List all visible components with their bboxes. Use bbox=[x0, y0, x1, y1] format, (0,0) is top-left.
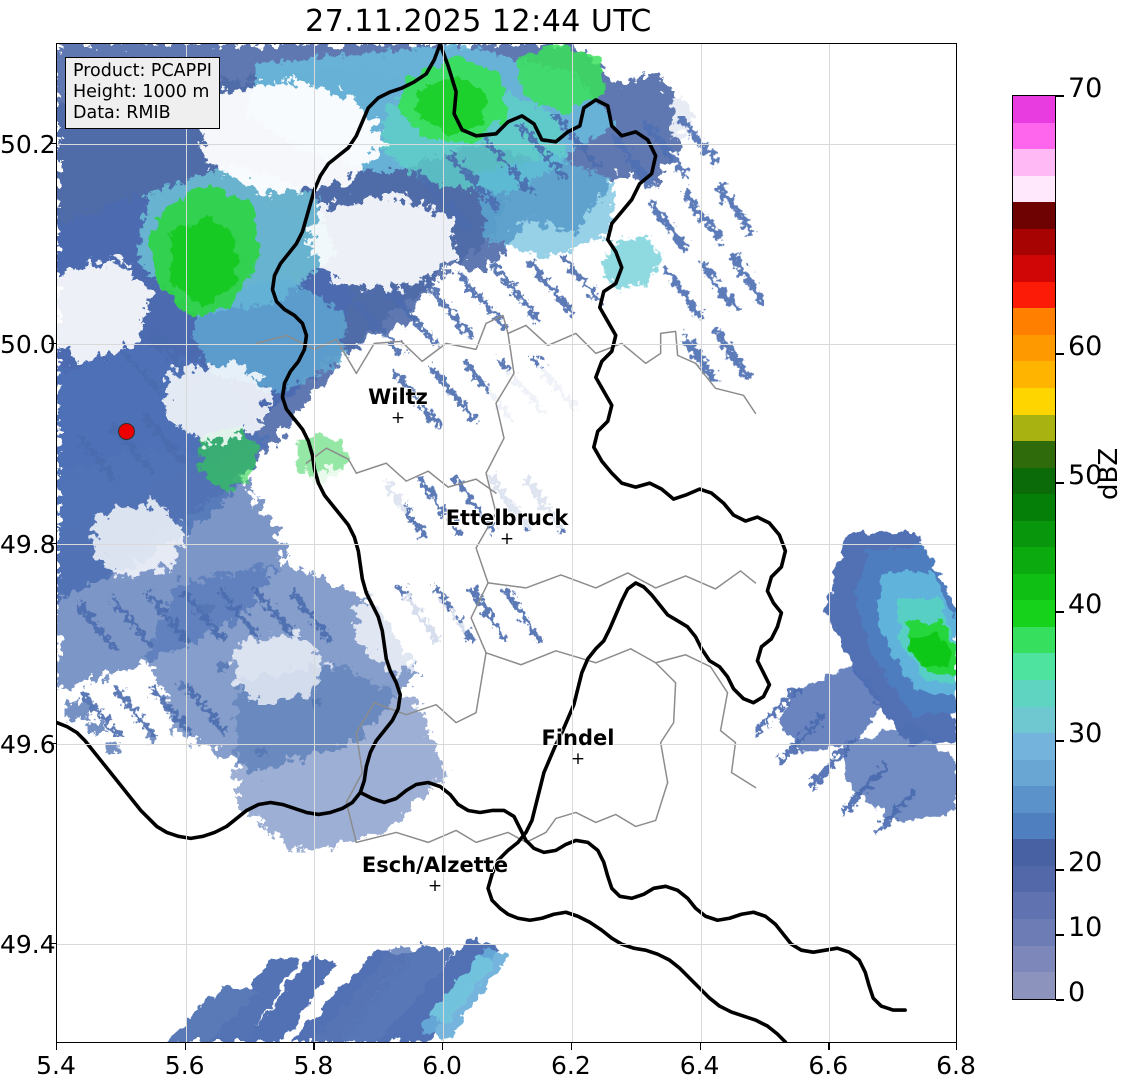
info-height: Height: 1000 m bbox=[73, 82, 210, 102]
gridline-lon-6.0 bbox=[443, 44, 445, 1042]
x-tick-label: 5.6 bbox=[164, 1051, 205, 1080]
y-tick-label: 49.6 bbox=[0, 730, 56, 759]
colorbar-band bbox=[1013, 96, 1055, 123]
city-marker-plus: + bbox=[499, 529, 515, 549]
colorbar-tick-30 bbox=[1056, 740, 1064, 742]
gridline-lon-6.4 bbox=[700, 44, 702, 1042]
colorbar-band bbox=[1013, 812, 1055, 840]
x-tick-label: 6.6 bbox=[808, 1051, 849, 1080]
city-name: Wiltz bbox=[368, 385, 428, 409]
colorbar-band bbox=[1013, 281, 1055, 309]
colorbar-label: 40 bbox=[1068, 589, 1103, 620]
info-product: Product: PCAPPI bbox=[73, 61, 212, 81]
y-tick-label: 50.2 bbox=[0, 130, 56, 159]
colorbar-label: 60 bbox=[1068, 331, 1103, 362]
colorbar-band bbox=[1013, 149, 1055, 176]
colorbar-band bbox=[1013, 202, 1055, 229]
city-label-esch-alzette: Esch/Alzette + bbox=[361, 853, 509, 896]
colorbar-band bbox=[1013, 865, 1055, 893]
colorbar-tick-40 bbox=[1056, 611, 1064, 613]
colorbar-band bbox=[1013, 547, 1055, 574]
colorbar-band bbox=[1013, 334, 1055, 362]
city-label-findel: Findel + bbox=[541, 726, 615, 769]
x-tick-label: 6.0 bbox=[422, 1051, 462, 1080]
colorbar-band bbox=[1013, 255, 1055, 282]
colorbar-title: dBZ bbox=[1094, 447, 1124, 500]
city-label-wiltz: Wiltz + bbox=[368, 385, 428, 428]
gridline-lon-6.2 bbox=[571, 44, 573, 1042]
city-marker-plus: + bbox=[390, 408, 406, 428]
x-tick-label: 5.4 bbox=[36, 1051, 76, 1080]
colorbar-band bbox=[1013, 600, 1055, 627]
gridline-lat-50.0 bbox=[57, 344, 956, 345]
city-marker-plus: + bbox=[427, 876, 443, 896]
colorbar-band bbox=[1013, 520, 1055, 548]
city-name: Ettelbruck bbox=[445, 506, 569, 530]
colorbar-tick-50 bbox=[1056, 482, 1064, 484]
page-title: 27.11.2025 12:44 UTC bbox=[305, 4, 652, 39]
gridline-lat-50.2 bbox=[57, 144, 956, 145]
colorbar-label: 20 bbox=[1068, 847, 1103, 878]
x-tick-label: 6.8 bbox=[936, 1051, 976, 1080]
colorbar-tick-10 bbox=[1056, 934, 1064, 936]
colorbar-band bbox=[1013, 733, 1055, 760]
radar-map-plot[interactable]: Wiltz + Ettelbruck + Findel + Esch/Alzet… bbox=[56, 43, 957, 1043]
colorbar-band bbox=[1013, 361, 1055, 389]
colorbar-band bbox=[1013, 175, 1055, 203]
product-info-box: Product: PCAPPI Height: 1000 m Data: RMI… bbox=[65, 57, 220, 129]
colorbar-band bbox=[1013, 573, 1055, 601]
radar-site-marker[interactable] bbox=[118, 423, 135, 440]
x-tick-label: 5.8 bbox=[293, 1051, 334, 1080]
radar-reflectivity-layer bbox=[57, 44, 956, 1042]
colorbar-tick-70 bbox=[1056, 95, 1064, 97]
city-name: Esch/Alzette bbox=[361, 853, 509, 877]
colorbar-tick-0 bbox=[1056, 999, 1064, 1001]
colorbar-band bbox=[1013, 494, 1055, 521]
y-tick-label: 49.4 bbox=[0, 930, 56, 959]
colorbar-label: 10 bbox=[1068, 912, 1103, 943]
gridline-lat-49.8 bbox=[57, 544, 956, 545]
colorbar-label: 50 bbox=[1068, 460, 1103, 491]
colorbar[interactable] bbox=[1012, 95, 1056, 1000]
y-tick-label: 50.0 bbox=[0, 330, 56, 359]
colorbar-tick-20 bbox=[1056, 869, 1064, 871]
city-marker-plus: + bbox=[570, 749, 586, 769]
colorbar-band bbox=[1013, 308, 1055, 335]
gridline-lon-6.6 bbox=[829, 44, 831, 1042]
gridline-lon-5.6 bbox=[185, 44, 187, 1042]
gridline-lat-49.6 bbox=[57, 744, 956, 745]
x-tick-label: 6.4 bbox=[679, 1051, 720, 1080]
info-data: Data: RMIB bbox=[73, 103, 171, 123]
colorbar-band bbox=[1013, 972, 1055, 999]
colorbar-band bbox=[1013, 706, 1055, 734]
colorbar-band bbox=[1013, 945, 1055, 973]
colorbar-band bbox=[1013, 467, 1055, 495]
colorbar-band bbox=[1013, 653, 1055, 681]
colorbar-band bbox=[1013, 122, 1055, 150]
colorbar-band bbox=[1013, 414, 1055, 442]
gridline-lat-49.4 bbox=[57, 944, 956, 945]
colorbar-band bbox=[1013, 839, 1055, 866]
city-label-ettelbruck: Ettelbruck + bbox=[445, 506, 569, 549]
colorbar-band bbox=[1013, 388, 1055, 415]
colorbar-band bbox=[1013, 759, 1055, 787]
x-tick-label: 6.2 bbox=[551, 1051, 591, 1080]
colorbar-label: 0 bbox=[1068, 977, 1086, 1008]
y-tick-label: 49.8 bbox=[0, 530, 56, 559]
colorbar-band bbox=[1013, 892, 1055, 919]
colorbar-label: 30 bbox=[1068, 718, 1103, 749]
colorbar-band bbox=[1013, 918, 1055, 946]
colorbar-band bbox=[1013, 786, 1055, 813]
colorbar-band bbox=[1013, 228, 1055, 256]
colorbar-band bbox=[1013, 626, 1055, 654]
gridline-lon-5.8 bbox=[314, 44, 316, 1042]
colorbar-band bbox=[1013, 680, 1055, 707]
city-name: Findel bbox=[541, 726, 615, 750]
colorbar-label: 70 bbox=[1068, 73, 1103, 104]
colorbar-tick-60 bbox=[1056, 353, 1064, 355]
colorbar-band bbox=[1013, 441, 1055, 468]
